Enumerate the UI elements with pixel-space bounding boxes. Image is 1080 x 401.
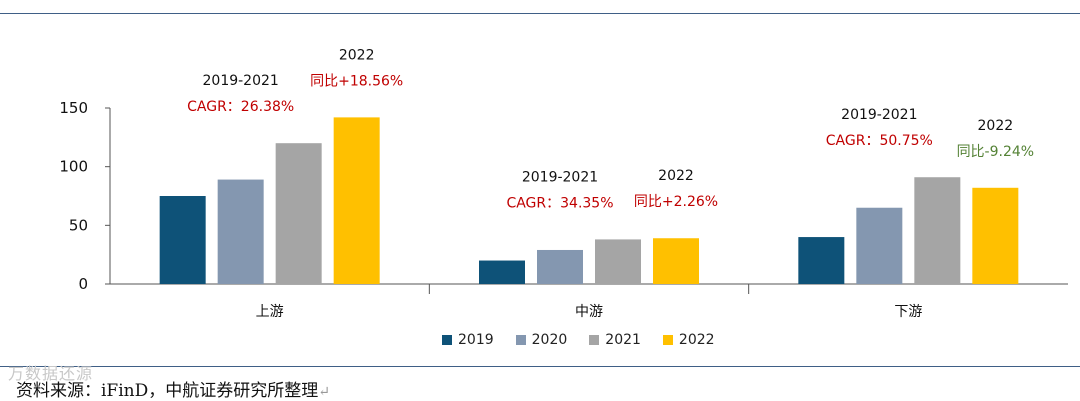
annotation-metric: 同比+18.56% xyxy=(310,73,403,89)
annotation-period: 2022 xyxy=(658,168,694,184)
annotation-metric: CAGR：50.75% xyxy=(826,133,933,149)
watermark: 万数据还源 xyxy=(8,364,94,383)
legend-item-2022: 2022 xyxy=(662,332,715,348)
source-text: 资料来源：iFinD，中航证券研究所整理 xyxy=(16,381,319,401)
source-note: 资料来源：iFinD，中航证券研究所整理↵ xyxy=(16,376,330,401)
legend-swatch-2021 xyxy=(589,335,600,345)
y-tick-label: 100 xyxy=(59,158,88,176)
legend-item-2021: 2021 xyxy=(589,332,641,348)
legend-swatch-2020 xyxy=(515,335,526,345)
annotation-metric: 同比+2.26% xyxy=(634,194,718,210)
bar-2022 xyxy=(333,117,380,285)
chart-legend: 2019 2020 2021 2022 xyxy=(442,332,715,348)
x-category-label: 上游 xyxy=(256,304,284,320)
x-category-label: 下游 xyxy=(894,304,922,320)
bar-2021 xyxy=(595,239,641,284)
bar-2020 xyxy=(537,249,583,284)
bar-2019 xyxy=(159,196,206,284)
annotation-period: 2019-2021 xyxy=(203,73,279,89)
legend-label-2019: 2019 xyxy=(458,332,494,348)
legend-label-2021: 2021 xyxy=(605,332,641,348)
bar-chart: 0 50 100 150 上游 2019-2021 CAGR：26.38% 2022 同比+18… xyxy=(59,47,1068,320)
y-tick-label: 0 xyxy=(78,275,88,293)
legend-swatch-2019 xyxy=(442,335,452,345)
y-tick-label: 50 xyxy=(69,216,88,234)
bar-2019 xyxy=(798,237,845,284)
bar-2020 xyxy=(217,179,264,284)
legend-item-2020: 2020 xyxy=(515,332,568,348)
annotation-period: 2022 xyxy=(339,47,375,63)
legend-item-2019: 2019 xyxy=(442,332,494,348)
bar-2022 xyxy=(972,187,1019,284)
bar-2019 xyxy=(479,260,525,284)
annotation-period: 2019-2021 xyxy=(841,107,917,123)
annotation-period: 2019-2021 xyxy=(522,169,598,185)
top-rule xyxy=(0,13,1080,14)
annotation-metric: CAGR：26.38% xyxy=(187,99,294,115)
annotation-metric: CAGR：34.35% xyxy=(506,195,613,211)
bar-2022 xyxy=(653,238,699,284)
y-tick-label: 150 xyxy=(59,99,88,117)
bottom-rule xyxy=(0,366,1080,367)
legend-label-2020: 2020 xyxy=(531,332,568,348)
annotation-period: 2022 xyxy=(978,118,1014,134)
bar-2020 xyxy=(856,207,903,284)
legend-swatch-2022 xyxy=(662,335,673,345)
return-mark: ↵ xyxy=(318,384,330,400)
bar-2021 xyxy=(914,177,961,284)
x-category-label: 中游 xyxy=(575,304,603,320)
bar-2021 xyxy=(275,143,322,284)
legend-label-2022: 2022 xyxy=(678,332,715,348)
annotation-metric: 同比-9.24% xyxy=(957,144,1035,160)
